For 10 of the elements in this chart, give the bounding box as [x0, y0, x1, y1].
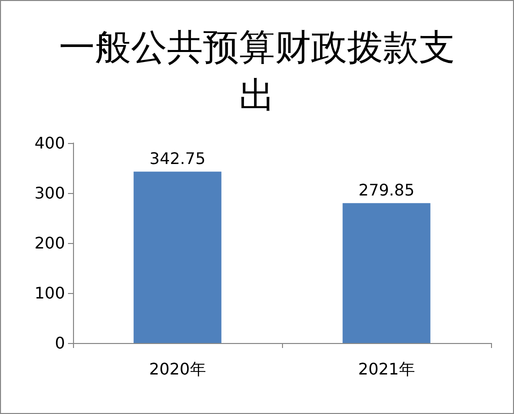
y-tick-label: 400 [34, 134, 65, 152]
data-label: 342.75 [150, 149, 206, 168]
y-tick-label: 300 [34, 184, 65, 202]
chart-title: 一般公共预算财政拨款支出 [59, 28, 455, 116]
data-label: 279.85 [358, 180, 414, 200]
y-tick-label: 100 [34, 284, 65, 302]
x-tick-label: 2021年 [358, 360, 415, 378]
x-tick-label: 2020年 [149, 360, 206, 378]
y-tick-label: 200 [34, 234, 65, 252]
y-tick-label: 0 [54, 334, 65, 352]
